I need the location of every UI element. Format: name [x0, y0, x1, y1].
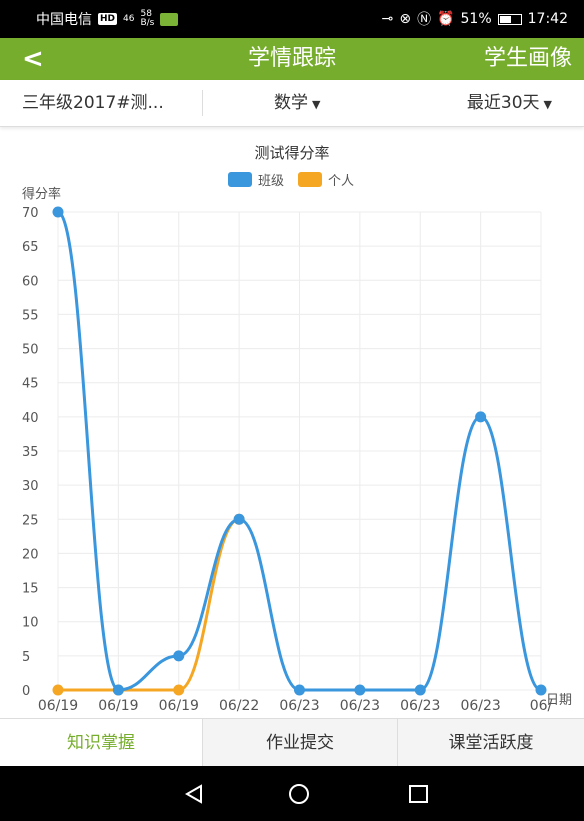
- x-tick-label: 06/19: [98, 698, 138, 714]
- data-point-class: [414, 684, 426, 696]
- data-point-class: [233, 513, 245, 525]
- tab-class-activity[interactable]: 课堂活跃度: [448, 733, 534, 753]
- data-point-class: [535, 684, 547, 696]
- x-axis-title: 日期: [546, 693, 572, 708]
- y-tick-label: 60: [22, 274, 39, 289]
- y-axis-title: 得分率: [22, 186, 61, 202]
- app-header: < 学情跟踪 学生画像: [0, 38, 584, 80]
- nav-recents-button[interactable]: [389, 766, 449, 821]
- caret-down-icon: ▼: [543, 98, 552, 111]
- chart-legend: 班级 个人: [228, 170, 354, 189]
- legend-swatch-class: [228, 172, 252, 187]
- y-tick-label: 0: [22, 684, 30, 699]
- y-tick-label: 5: [22, 650, 30, 665]
- tab-homework[interactable]: 作业提交: [203, 719, 398, 767]
- legend-label-personal: 个人: [328, 174, 355, 189]
- alarm-icon: ⏰: [437, 11, 455, 27]
- score-rate-chart: 测试得分率 班级 个人 0 5 10 15 20 25 30 35 40 45 50 55 60 65 70…: [0, 128, 584, 718]
- data-point-class: [294, 684, 305, 696]
- y-tick-label: 45: [22, 377, 39, 392]
- back-button[interactable]: <: [22, 44, 44, 74]
- y-tick-label: 35: [22, 445, 39, 460]
- legend-swatch-personal: [298, 172, 323, 187]
- battery-percent: 51%: [460, 11, 492, 27]
- signal-icon: 46: [123, 13, 135, 24]
- recents-square-icon: [409, 785, 428, 803]
- x-tick-label: 06/23: [340, 698, 380, 714]
- legend-label-class: 班级: [258, 174, 285, 189]
- hd-badge: HD: [98, 13, 118, 25]
- student-profile-link[interactable]: 学生画像: [483, 46, 572, 71]
- period-dropdown[interactable]: 最近30天 ▼: [467, 80, 552, 128]
- period-label: 最近30天: [466, 93, 540, 113]
- clock: 17:42: [527, 11, 568, 27]
- net-speed-unit: B/s: [140, 18, 155, 28]
- y-tick-label: 15: [22, 582, 39, 597]
- data-point-class: [173, 650, 185, 662]
- subject-label: 数学: [274, 93, 308, 113]
- status-right: ⊸ ⊗ Ⓝ ⏰ 51% 17:42: [382, 9, 568, 29]
- battery-icon: [497, 13, 522, 25]
- class-filter-label: 三年级2017#测...: [22, 93, 164, 113]
- net-speed: 58 B/s: [140, 10, 154, 28]
- key-icon: ⊸: [381, 11, 394, 27]
- y-tick-label: 65: [22, 240, 39, 255]
- tab-knowledge[interactable]: 知识掌握: [0, 719, 203, 767]
- legend-item-personal[interactable]: 个人: [298, 170, 354, 189]
- data-point-class: [354, 684, 366, 696]
- notification-app-icon: [160, 12, 179, 26]
- data-point-class: [475, 411, 487, 423]
- filter-divider: [202, 90, 203, 116]
- nfc-icon: Ⓝ: [417, 12, 432, 28]
- y-tick-label: 55: [22, 308, 39, 323]
- x-tick-label: 06/: [530, 698, 553, 714]
- status-bar: 中国电信 HD 46 58 B/s ⊸ ⊗ Ⓝ ⏰ 51% 17:42: [0, 0, 584, 38]
- x-tick-label: 06/23: [400, 698, 440, 714]
- y-tick-label: 40: [22, 411, 39, 426]
- data-point-personal: [173, 684, 185, 696]
- net-speed-value: 58: [140, 9, 152, 19]
- page-title: 学情跟踪: [247, 46, 336, 71]
- home-circle-icon: [289, 784, 309, 804]
- x-tick-label: 06/23: [460, 698, 500, 714]
- status-left: 中国电信 HD 46 58 B/s: [36, 9, 179, 29]
- caret-down-icon: ▼: [312, 98, 321, 111]
- chart-title: 测试得分率: [254, 144, 330, 162]
- series-line-personal: [58, 517, 240, 692]
- data-point-class: [112, 684, 124, 696]
- y-tick-label: 10: [22, 616, 39, 631]
- system-nav-bar: [0, 766, 584, 821]
- carrier-name: 中国电信: [36, 12, 92, 28]
- y-tick-label: 30: [22, 479, 39, 494]
- x-tick-label: 06/19: [38, 698, 78, 714]
- legend-item-class[interactable]: 班级: [228, 170, 284, 189]
- y-tick-label: 25: [22, 513, 39, 528]
- nav-back-button[interactable]: [165, 766, 225, 821]
- bottom-tabs: 知识掌握 作业提交 课堂活跃度: [0, 718, 584, 767]
- filter-bar: 三年级2017#测... 数学 ▼ 最近30天 ▼: [0, 80, 584, 127]
- class-filter[interactable]: 三年级2017#测...: [22, 80, 164, 126]
- chart-plot: 0 5 10 15 20 25 30 35 40 45 50 55 60 65 70 06/19 06/19 06…: [22, 186, 572, 714]
- x-tick-label: 06/19: [159, 698, 199, 714]
- eye-off-icon: ⊗: [399, 11, 412, 27]
- y-tick-label: 50: [22, 343, 39, 358]
- x-tick-label: 06/23: [279, 698, 319, 714]
- x-tick-label: 06/22: [219, 698, 259, 714]
- nav-home-button[interactable]: [269, 766, 329, 821]
- y-tick-label: 20: [22, 547, 39, 562]
- data-point-personal: [52, 684, 64, 696]
- subject-dropdown[interactable]: 数学 ▼: [274, 80, 320, 128]
- y-tick-label: 70: [22, 206, 39, 221]
- back-triangle-icon: [184, 784, 202, 804]
- data-point-class: [52, 206, 64, 218]
- nav-icons: [184, 784, 428, 804]
